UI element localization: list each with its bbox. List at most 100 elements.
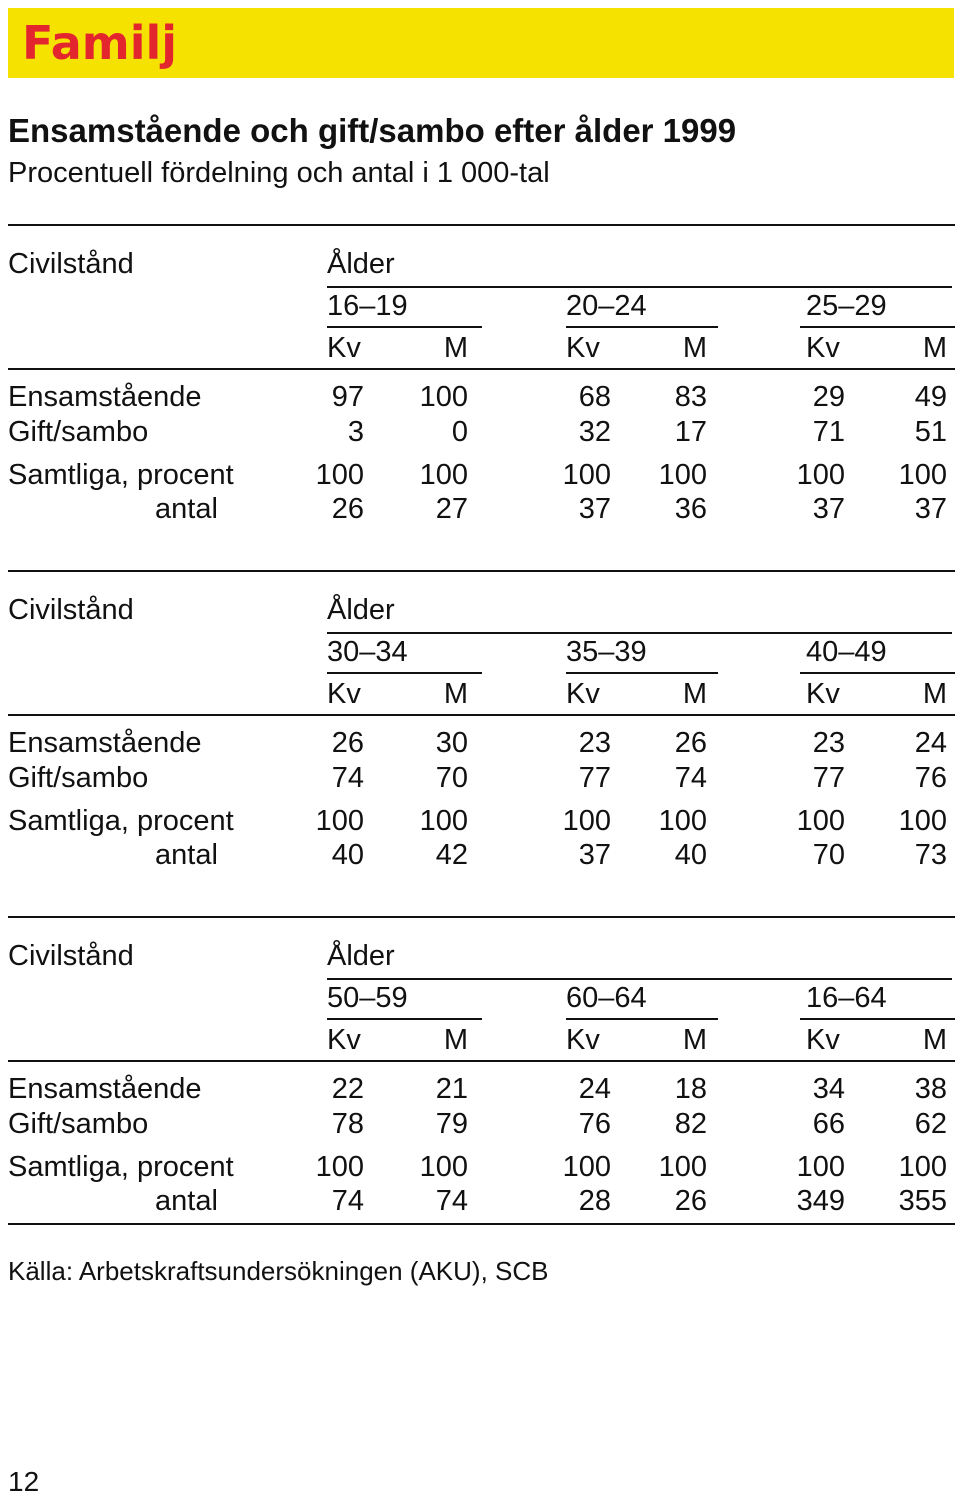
column-header-kv: Kv [327,678,361,710]
column-header-kv: Kv [327,332,361,364]
table-cell-value: 36 [674,493,707,525]
age-group-rule [327,1018,482,1020]
column-header-rule [8,368,955,370]
age-group-label: 20–24 [566,290,647,322]
table-cell-value: 42 [435,839,468,871]
column-header-kv: Kv [566,678,600,710]
row-header-label: Civilstånd [8,594,134,626]
table-cell-value: 100 [658,805,707,837]
table-title: Ensamstående och gift/sambo efter ålder … [8,112,737,149]
age-group-label: 16–64 [806,982,887,1014]
table-cell-value: 23 [812,727,845,759]
column-header-kv: Kv [806,1024,840,1056]
age-group-rule [327,672,482,674]
age-group-rule [800,672,955,674]
source-note: Källa: Arbetskraftsundersökningen (AKU),… [8,1256,549,1286]
chapter-banner: Familj [8,8,954,78]
table-cell-value: 100 [419,805,468,837]
age-group-rule [800,1018,955,1020]
table-cell-value: 349 [796,1185,845,1217]
column-header-kv: Kv [327,1024,361,1056]
age-group-label: 35–39 [566,636,647,668]
table-cell-value: 37 [578,493,611,525]
table-cell-value: 100 [898,1151,947,1183]
table-cell-value: 24 [578,1073,611,1105]
column-header-m: M [922,678,947,710]
table-cell-value: 40 [331,839,364,871]
section-top-rule [8,570,955,572]
table-cell-value: 100 [898,459,947,491]
column-header-m: M [922,1024,947,1056]
section-top-rule [8,224,955,226]
table-section: Civilstånd Ålder 50–59 Kv M 60–64 Kv M 16–64 Kv M E… [0,916,960,1242]
age-group-label: 30–34 [327,636,408,668]
table-cell-value: 49 [914,381,947,413]
table-cell-value: 26 [674,727,707,759]
age-header-label: Ålder [327,940,395,972]
age-header-rule [327,286,952,288]
section-top-rule [8,916,955,918]
column-header-m: M [682,678,707,710]
table-cell-value: 74 [331,762,364,794]
table-cell-value: 37 [812,493,845,525]
table-section: Civilstånd Ålder 30–34 Kv M 35–39 Kv M 40–49 Kv M E… [0,570,960,896]
row-label: Gift/sambo [8,1108,149,1140]
table-cell-value: 66 [812,1108,845,1140]
table-cell-value: 23 [578,727,611,759]
table-cell-value: 100 [562,459,611,491]
table-cell-value: 100 [796,805,845,837]
table-cell-value: 100 [315,1151,364,1183]
table-cell-value: 30 [435,727,468,759]
age-header-label: Ålder [327,248,395,280]
row-label: Samtliga, procent [8,805,234,837]
table-cell-value: 17 [674,416,707,448]
table-cell-value: 32 [578,416,611,448]
table-cell-value: 77 [812,762,845,794]
column-header-m: M [443,1024,468,1056]
column-header-m: M [443,332,468,364]
table-cell-value: 24 [914,727,947,759]
chapter-title: Familj [22,16,178,70]
table-cell-value: 29 [812,381,845,413]
age-header-label: Ålder [327,594,395,626]
table-cell-value: 62 [914,1108,947,1140]
table-cell-value: 97 [331,381,364,413]
table-cell-value: 68 [578,381,611,413]
row-label: Ensamstående [8,381,202,413]
table-cell-value: 74 [674,762,707,794]
column-header-kv: Kv [566,332,600,364]
row-label: antal [155,493,218,525]
table-cell-value: 27 [435,493,468,525]
table-cell-value: 76 [914,762,947,794]
table-cell-value: 37 [914,493,947,525]
table-cell-value: 22 [331,1073,364,1105]
table-cell-value: 100 [562,805,611,837]
table-cell-value: 21 [435,1073,468,1105]
table-subtitle: Procentuell fördelning och antal i 1 000… [8,157,550,189]
row-label: Gift/sambo [8,762,149,794]
table-cell-value: 100 [562,1151,611,1183]
table-cell-value: 0 [451,416,468,448]
table-cell-value: 82 [674,1108,707,1140]
age-group-label: 60–64 [566,982,647,1014]
table-cell-value: 100 [419,459,468,491]
age-group-label: 50–59 [327,982,408,1014]
age-group-rule [566,1018,718,1020]
page-number: 12 [8,1466,40,1497]
table-cell-value: 100 [658,1151,707,1183]
table-cell-value: 74 [435,1185,468,1217]
column-header-rule [8,1060,955,1062]
column-header-kv: Kv [806,678,840,710]
table-section: Civilstånd Ålder 16–19 Kv M 20–24 Kv M 25–29 Kv M E… [0,224,960,550]
age-group-rule [566,672,718,674]
table-cell-value: 28 [578,1185,611,1217]
table-cell-value: 3 [347,416,364,448]
table-cell-value: 37 [578,839,611,871]
table-cell-value: 100 [419,381,468,413]
column-header-kv: Kv [806,332,840,364]
table-cell-value: 100 [315,459,364,491]
table-cell-value: 40 [674,839,707,871]
age-group-rule [566,326,718,328]
column-header-m: M [682,1024,707,1056]
age-group-rule [800,326,955,328]
